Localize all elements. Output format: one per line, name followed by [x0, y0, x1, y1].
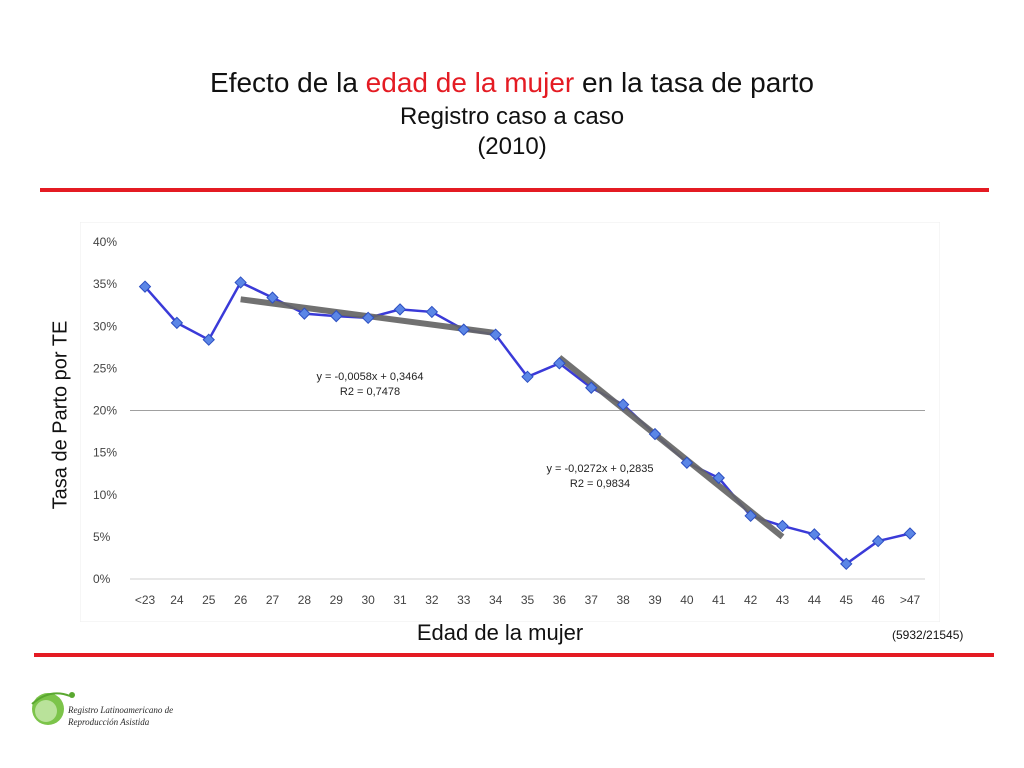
- title-post: en la tasa de parto: [574, 67, 814, 98]
- x-tick-12: 35: [521, 593, 535, 607]
- x-tick-6: 29: [330, 593, 344, 607]
- marker-5: [298, 307, 311, 320]
- x-tick-24: >47: [900, 593, 921, 607]
- y-tick-40: 40%: [93, 235, 117, 249]
- marker-18: [712, 471, 725, 485]
- x-tick-19: 42: [744, 593, 758, 607]
- x-tick-0: <23: [135, 593, 156, 607]
- y-tick-20: 20%: [93, 404, 117, 418]
- x-tick-13: 36: [553, 593, 567, 607]
- x-tick-16: 39: [648, 593, 662, 607]
- gridlines: [130, 410, 925, 580]
- title-block: Efecto de la edad de la mujer en la tasa…: [0, 64, 1024, 162]
- marker-11: [489, 328, 502, 341]
- x-tick-22: 45: [840, 593, 854, 607]
- marker-10: [457, 323, 470, 336]
- marker-1: [170, 316, 184, 330]
- marker-7: [361, 311, 375, 325]
- x-tick-3: 26: [234, 593, 248, 607]
- marker-8: [393, 303, 407, 316]
- x-tick-20: 43: [776, 593, 790, 607]
- y-tick-5: 5%: [93, 530, 111, 544]
- x-tick-8: 31: [393, 593, 407, 607]
- marker-19: [744, 509, 757, 523]
- trend-r2-2: R2 = 0,9834: [570, 478, 630, 490]
- marker-9: [425, 305, 439, 319]
- marker-24: [903, 527, 917, 540]
- logo-globe-highlight: [35, 700, 57, 722]
- x-tick-15: 38: [616, 593, 630, 607]
- y-tick-30: 30%: [93, 319, 117, 333]
- marker-14: [585, 381, 598, 394]
- x-tick-17: 40: [680, 593, 694, 607]
- x-tick-2: 25: [202, 593, 216, 607]
- marker-20: [776, 519, 789, 533]
- x-tick-4: 27: [266, 593, 280, 607]
- marker-0: [138, 280, 152, 293]
- logo-text: Registro Latinoamericano de Reproducción…: [68, 704, 173, 728]
- x-tick-1: 24: [170, 593, 184, 607]
- x-tick-14: 37: [585, 593, 599, 607]
- trend-r2-1: R2 = 0,7478: [340, 386, 400, 398]
- trend-equation-2: y = -0,0272x + 0,2835: [546, 463, 653, 475]
- logo-line-1: Registro Latinoamericano de: [68, 705, 174, 715]
- marker-3: [234, 276, 247, 289]
- plot-background: [80, 222, 940, 622]
- marker-13: [553, 357, 566, 370]
- y-tick-10: 10%: [93, 488, 117, 502]
- trend-equation-1: y = -0,0058x + 0,3464: [316, 371, 423, 383]
- logo-line-2: Reproducción Asistida: [68, 717, 150, 727]
- x-axis-label: Edad de la mujer: [416, 620, 584, 645]
- marker-15: [616, 398, 630, 411]
- marker-4: [266, 291, 279, 304]
- marker-16: [648, 427, 662, 441]
- marker-17: [680, 456, 694, 469]
- line-chart: 0% 5% 10% 15% 20% 25% 30% 35% 40% <23 24 25 26 27 28 2…: [80, 222, 940, 622]
- chart-year: (2010): [477, 133, 547, 160]
- chart-subtitle: Registro caso a caso: [399, 103, 625, 130]
- x-tick-9: 32: [425, 593, 439, 607]
- bottom-divider: [34, 653, 994, 657]
- y-tick-labels: 0% 5% 10% 15% 20% 25% 30% 35% 40%: [93, 235, 117, 586]
- logo-dot-icon: [69, 692, 75, 698]
- marker-6: [330, 309, 343, 323]
- x-tick-18: 41: [712, 593, 726, 607]
- marker-12: [521, 370, 534, 384]
- marker-2: [202, 333, 215, 346]
- top-divider: [40, 188, 989, 192]
- marker-21: [808, 528, 821, 541]
- y-tick-35: 35%: [93, 277, 117, 291]
- trend-annotations: y = -0,0058x + 0,3464 R2 = 0,7478 y = -0,0…: [316, 371, 653, 490]
- x-tick-21: 44: [808, 593, 822, 607]
- logo-swoosh-icon: [31, 692, 71, 705]
- series-markers: [138, 276, 917, 571]
- x-tick-10: 33: [457, 593, 471, 607]
- x-tick-7: 30: [361, 593, 375, 607]
- x-tick-5: 28: [298, 593, 312, 607]
- y-tick-15: 15%: [93, 446, 117, 460]
- marker-23: [871, 534, 885, 548]
- y-tick-0: 0%: [93, 572, 111, 586]
- marker-22: [840, 557, 853, 571]
- title-accent: edad de la mujer: [365, 67, 575, 98]
- x-tick-labels: <23 24 25 26 27 28 29 30 31 32 33 34 35 36 37 38 39 40 41 4…: [135, 593, 921, 607]
- chart-title: Efecto de la edad de la mujer en la tasa…: [0, 64, 1024, 102]
- y-axis-label: Tasa de Parto por TE: [49, 320, 72, 510]
- title-pre: Efecto de la: [210, 67, 366, 98]
- sample-size-note: (5932/21545): [892, 628, 964, 642]
- x-tick-23: 46: [871, 593, 885, 607]
- registro-logo: [31, 692, 75, 725]
- x-tick-11: 34: [489, 593, 503, 607]
- y-tick-25: 25%: [93, 361, 117, 375]
